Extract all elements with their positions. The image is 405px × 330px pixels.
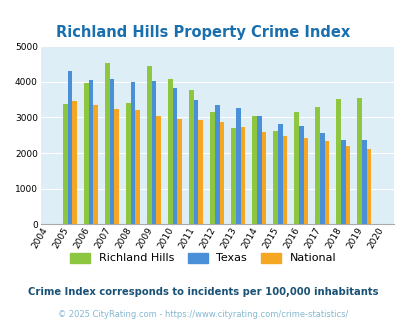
Bar xyxy=(147,66,151,224)
Bar xyxy=(72,101,77,224)
Bar xyxy=(89,80,93,224)
Bar xyxy=(84,83,89,224)
Bar xyxy=(240,127,245,224)
Bar xyxy=(151,81,156,224)
Bar xyxy=(366,149,371,224)
Bar xyxy=(277,124,282,224)
Text: © 2025 CityRating.com - https://www.cityrating.com/crime-statistics/: © 2025 CityRating.com - https://www.city… xyxy=(58,311,347,319)
Text: Crime Index corresponds to incidents per 100,000 inhabitants: Crime Index corresponds to incidents per… xyxy=(28,287,377,297)
Bar xyxy=(219,122,224,224)
Bar xyxy=(256,116,261,224)
Bar xyxy=(194,100,198,224)
Text: Richland Hills Property Crime Index: Richland Hills Property Crime Index xyxy=(56,25,349,41)
Bar xyxy=(324,141,328,224)
Bar xyxy=(173,88,177,224)
Bar xyxy=(177,118,182,224)
Bar xyxy=(252,116,256,224)
Bar xyxy=(130,82,135,224)
Bar xyxy=(93,105,98,224)
Bar xyxy=(135,110,140,224)
Bar xyxy=(109,79,114,224)
Bar xyxy=(294,112,298,224)
Bar xyxy=(345,146,350,224)
Legend: Richland Hills, Texas, National: Richland Hills, Texas, National xyxy=(70,253,335,263)
Bar xyxy=(315,107,319,224)
Bar xyxy=(356,98,361,224)
Bar xyxy=(126,103,130,224)
Bar xyxy=(198,119,202,224)
Bar xyxy=(156,116,161,224)
Bar xyxy=(319,133,324,224)
Bar xyxy=(231,128,235,224)
Bar xyxy=(273,131,277,224)
Bar xyxy=(298,126,303,224)
Bar xyxy=(303,138,307,224)
Bar xyxy=(63,104,68,224)
Bar xyxy=(214,105,219,224)
Bar xyxy=(189,90,194,224)
Bar xyxy=(361,140,366,224)
Bar xyxy=(114,109,119,224)
Bar xyxy=(282,136,286,224)
Bar xyxy=(235,108,240,224)
Bar xyxy=(68,71,72,224)
Bar xyxy=(105,63,109,224)
Bar xyxy=(340,140,345,224)
Bar xyxy=(210,112,214,224)
Bar xyxy=(168,79,173,224)
Bar xyxy=(336,99,340,224)
Bar xyxy=(261,132,266,224)
